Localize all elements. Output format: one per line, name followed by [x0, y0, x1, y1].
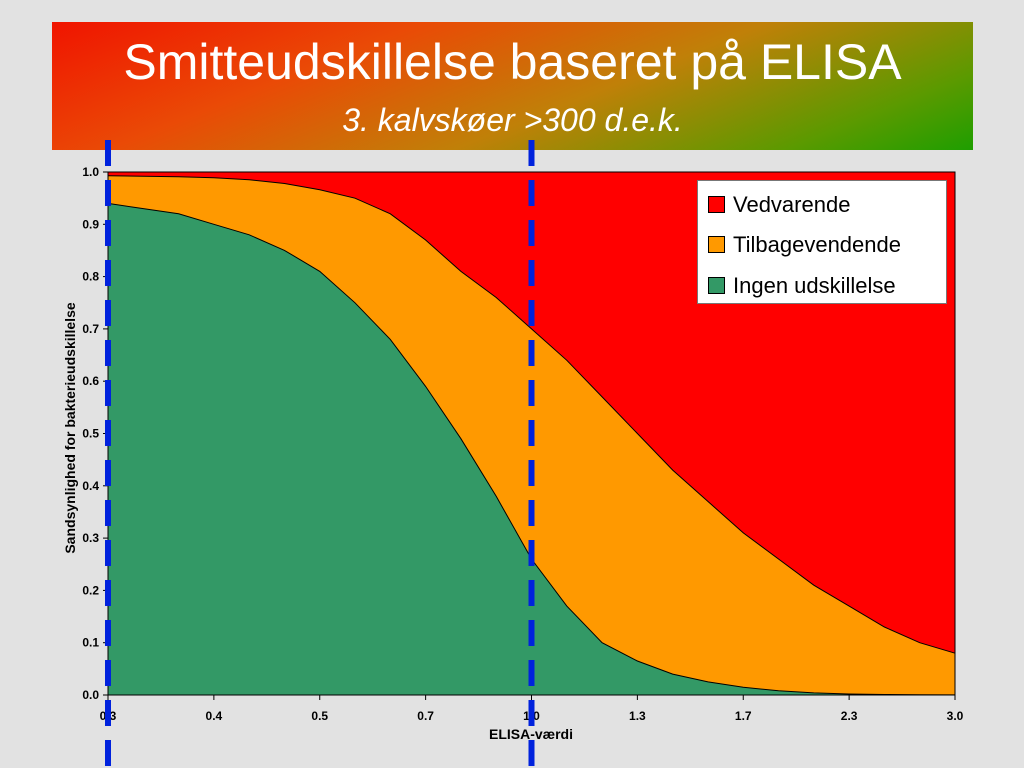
area-ingen-udskillelse [108, 203, 955, 695]
legend-label-tilbagevendende: Tilbagevendende [733, 232, 901, 257]
x-tick-label: 0.7 [417, 709, 434, 723]
legend-swatch-vedvarende [708, 195, 725, 213]
legend-label-vedvarende: Vedvarende [733, 192, 851, 217]
x-axis-label: ELISA-værdi [488, 726, 573, 742]
x-tick-label: 1.3 [629, 709, 646, 723]
slide-title: Smitteudskillelse baseret på ELISA [123, 34, 902, 90]
legend-label-ingen: Ingen udskillelse [733, 273, 896, 298]
title-banner: Smitteudskillelse baseret på ELISA 3. ka… [52, 22, 973, 150]
legend-swatch-tilbagevendende [708, 235, 725, 253]
x-tick-label: 2.3 [841, 709, 858, 723]
y-axis-label: Sandsynlighed for bakterieudskillelse [62, 302, 78, 554]
slide-subtitle: 3. kalvskøer >300 d.e.k. [342, 102, 683, 138]
x-tick-label: 0.5 [311, 709, 328, 723]
x-tick-label: 0.4 [206, 709, 223, 723]
x-tick-label: 3.0 [947, 709, 964, 723]
y-tick-label: 0.7 [82, 322, 99, 336]
legend-item-vedvarende: Vedvarende [708, 193, 850, 217]
y-tick-label: 0.8 [82, 270, 99, 284]
y-tick-label: 0.3 [82, 531, 99, 545]
y-tick-label: 0.4 [82, 479, 99, 493]
legend-item-ingen: Ingen udskillelse [708, 274, 896, 298]
y-tick-label: 0.6 [82, 374, 99, 388]
y-tick-label: 0.0 [82, 688, 99, 702]
y-tick-label: 0.5 [82, 427, 99, 441]
y-tick-label: 0.2 [82, 583, 99, 597]
x-tick-label: 1.7 [735, 709, 752, 723]
y-tick-label: 1.0 [82, 165, 99, 179]
y-tick-label: 0.9 [82, 217, 99, 231]
legend-item-tilbagevendende: Tilbagevendende [708, 233, 901, 257]
boundary-line-tilbagevendende [107, 175, 956, 654]
legend-swatch-ingen [708, 276, 725, 294]
chart-legend: Vedvarende Tilbagevendende Ingen udskill… [697, 180, 947, 304]
y-tick-label: 0.1 [82, 636, 99, 650]
